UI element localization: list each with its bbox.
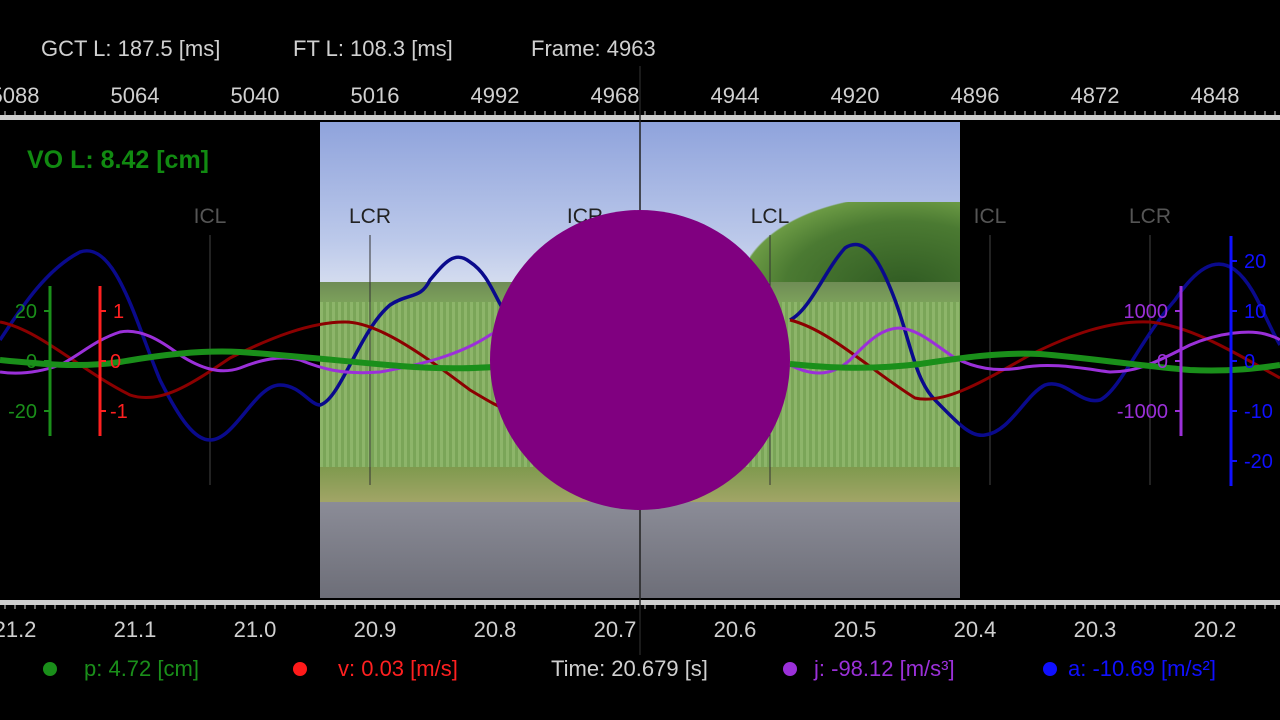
velocity-readout: v: 0.03 [m/s] xyxy=(338,656,458,681)
top-tick-label: 5016 xyxy=(351,83,400,108)
top-axis-labels: 5088 5064 5040 5016 4992 4968 4944 4920 … xyxy=(0,83,1239,108)
gct-readout: GCT L: 187.5 [ms] xyxy=(41,36,221,61)
jerk-legend-dot xyxy=(783,662,797,676)
bottom-tick-label: 20.2 xyxy=(1194,617,1237,642)
scale-label: 0 xyxy=(1244,351,1255,373)
scale-label: 0 xyxy=(1157,351,1168,373)
scale-label: 20 xyxy=(15,301,37,323)
scale-label: 0 xyxy=(26,351,37,373)
bottom-tick-label: 21.2 xyxy=(0,617,36,642)
top-tick-label: 4872 xyxy=(1071,83,1120,108)
scale-label: 10 xyxy=(1244,301,1266,323)
accel-curve xyxy=(789,242,1280,437)
top-tick-label: 5064 xyxy=(111,83,160,108)
top-tick-label: 4920 xyxy=(831,83,880,108)
bottom-tick-label: 20.4 xyxy=(954,617,997,642)
ft-readout: FT L: 108.3 [ms] xyxy=(293,36,453,61)
frame-readout: Frame: 4963 xyxy=(531,36,656,61)
bottom-tick-label: 21.1 xyxy=(114,617,157,642)
vo-readout: VO L: 8.42 [cm] xyxy=(27,146,209,174)
scale-label: 20 xyxy=(1244,251,1266,273)
position-curve xyxy=(0,348,511,372)
event-marker-label: ICL xyxy=(974,205,1007,228)
time-readout: Time: 20.679 [s] xyxy=(551,656,708,681)
accel-legend-dot xyxy=(1043,662,1057,676)
position-scale: 20 0 -20 xyxy=(8,286,52,436)
scale-label: -1 xyxy=(110,401,128,423)
top-tick-label: 4848 xyxy=(1191,83,1240,108)
jerk-readout: j: -98.12 [m/s³] xyxy=(814,656,955,681)
top-tick-label: 5088 xyxy=(0,83,39,108)
bottom-tick-label: 20.6 xyxy=(714,617,757,642)
bottom-tick-label: 21.0 xyxy=(234,617,277,642)
jerk-curve xyxy=(789,326,1280,375)
accel-curve xyxy=(0,249,512,442)
top-tick-label: 4896 xyxy=(951,83,1000,108)
jerk-curve xyxy=(0,326,511,375)
scale-label: 1000 xyxy=(1124,301,1169,323)
top-tick-label: 5040 xyxy=(231,83,280,108)
bottom-tick-label: 20.9 xyxy=(354,617,397,642)
jerk-scale: 1000 0 -1000 xyxy=(1117,286,1183,436)
velocity-scale: 1 0 -1 xyxy=(98,286,128,436)
bottom-axis-labels: 21.2 21.1 21.0 20.9 20.8 20.7 20.6 20.5 … xyxy=(0,617,1236,642)
scale-label: -1000 xyxy=(1117,401,1168,423)
scale-label: 0 xyxy=(110,351,121,373)
event-marker-label: LCR xyxy=(349,205,391,228)
event-marker-label: ICL xyxy=(194,205,227,228)
gait-event-markers: ICL LCR ICR LCL ICL LCR xyxy=(194,205,1171,485)
scale-label: 1 xyxy=(113,301,124,323)
accel-scale: 20 10 0 -10 -20 xyxy=(1229,236,1273,486)
top-tick-label: 4968 xyxy=(591,83,640,108)
event-marker-label: LCR xyxy=(1129,205,1171,228)
occluder-circle xyxy=(490,210,790,510)
scale-label: -20 xyxy=(8,401,37,423)
scale-label: -10 xyxy=(1244,401,1273,423)
bottom-tick-label: 20.3 xyxy=(1074,617,1117,642)
position-curve xyxy=(789,350,1280,374)
velocity-curve xyxy=(789,318,1280,401)
bottom-tick-label: 20.5 xyxy=(834,617,877,642)
scale-label: -20 xyxy=(1244,451,1273,473)
position-readout: p: 4.72 [cm] xyxy=(84,656,199,681)
accel-readout: a: -10.69 [m/s²] xyxy=(1068,656,1216,681)
bottom-tick-label: 20.7 xyxy=(594,617,637,642)
bottom-tick-label: 20.8 xyxy=(474,617,517,642)
top-tick-label: 4992 xyxy=(471,83,520,108)
event-marker-label: LCL xyxy=(751,205,790,228)
position-legend-dot xyxy=(43,662,57,676)
velocity-legend-dot xyxy=(293,662,307,676)
top-tick-label: 4944 xyxy=(711,83,760,108)
